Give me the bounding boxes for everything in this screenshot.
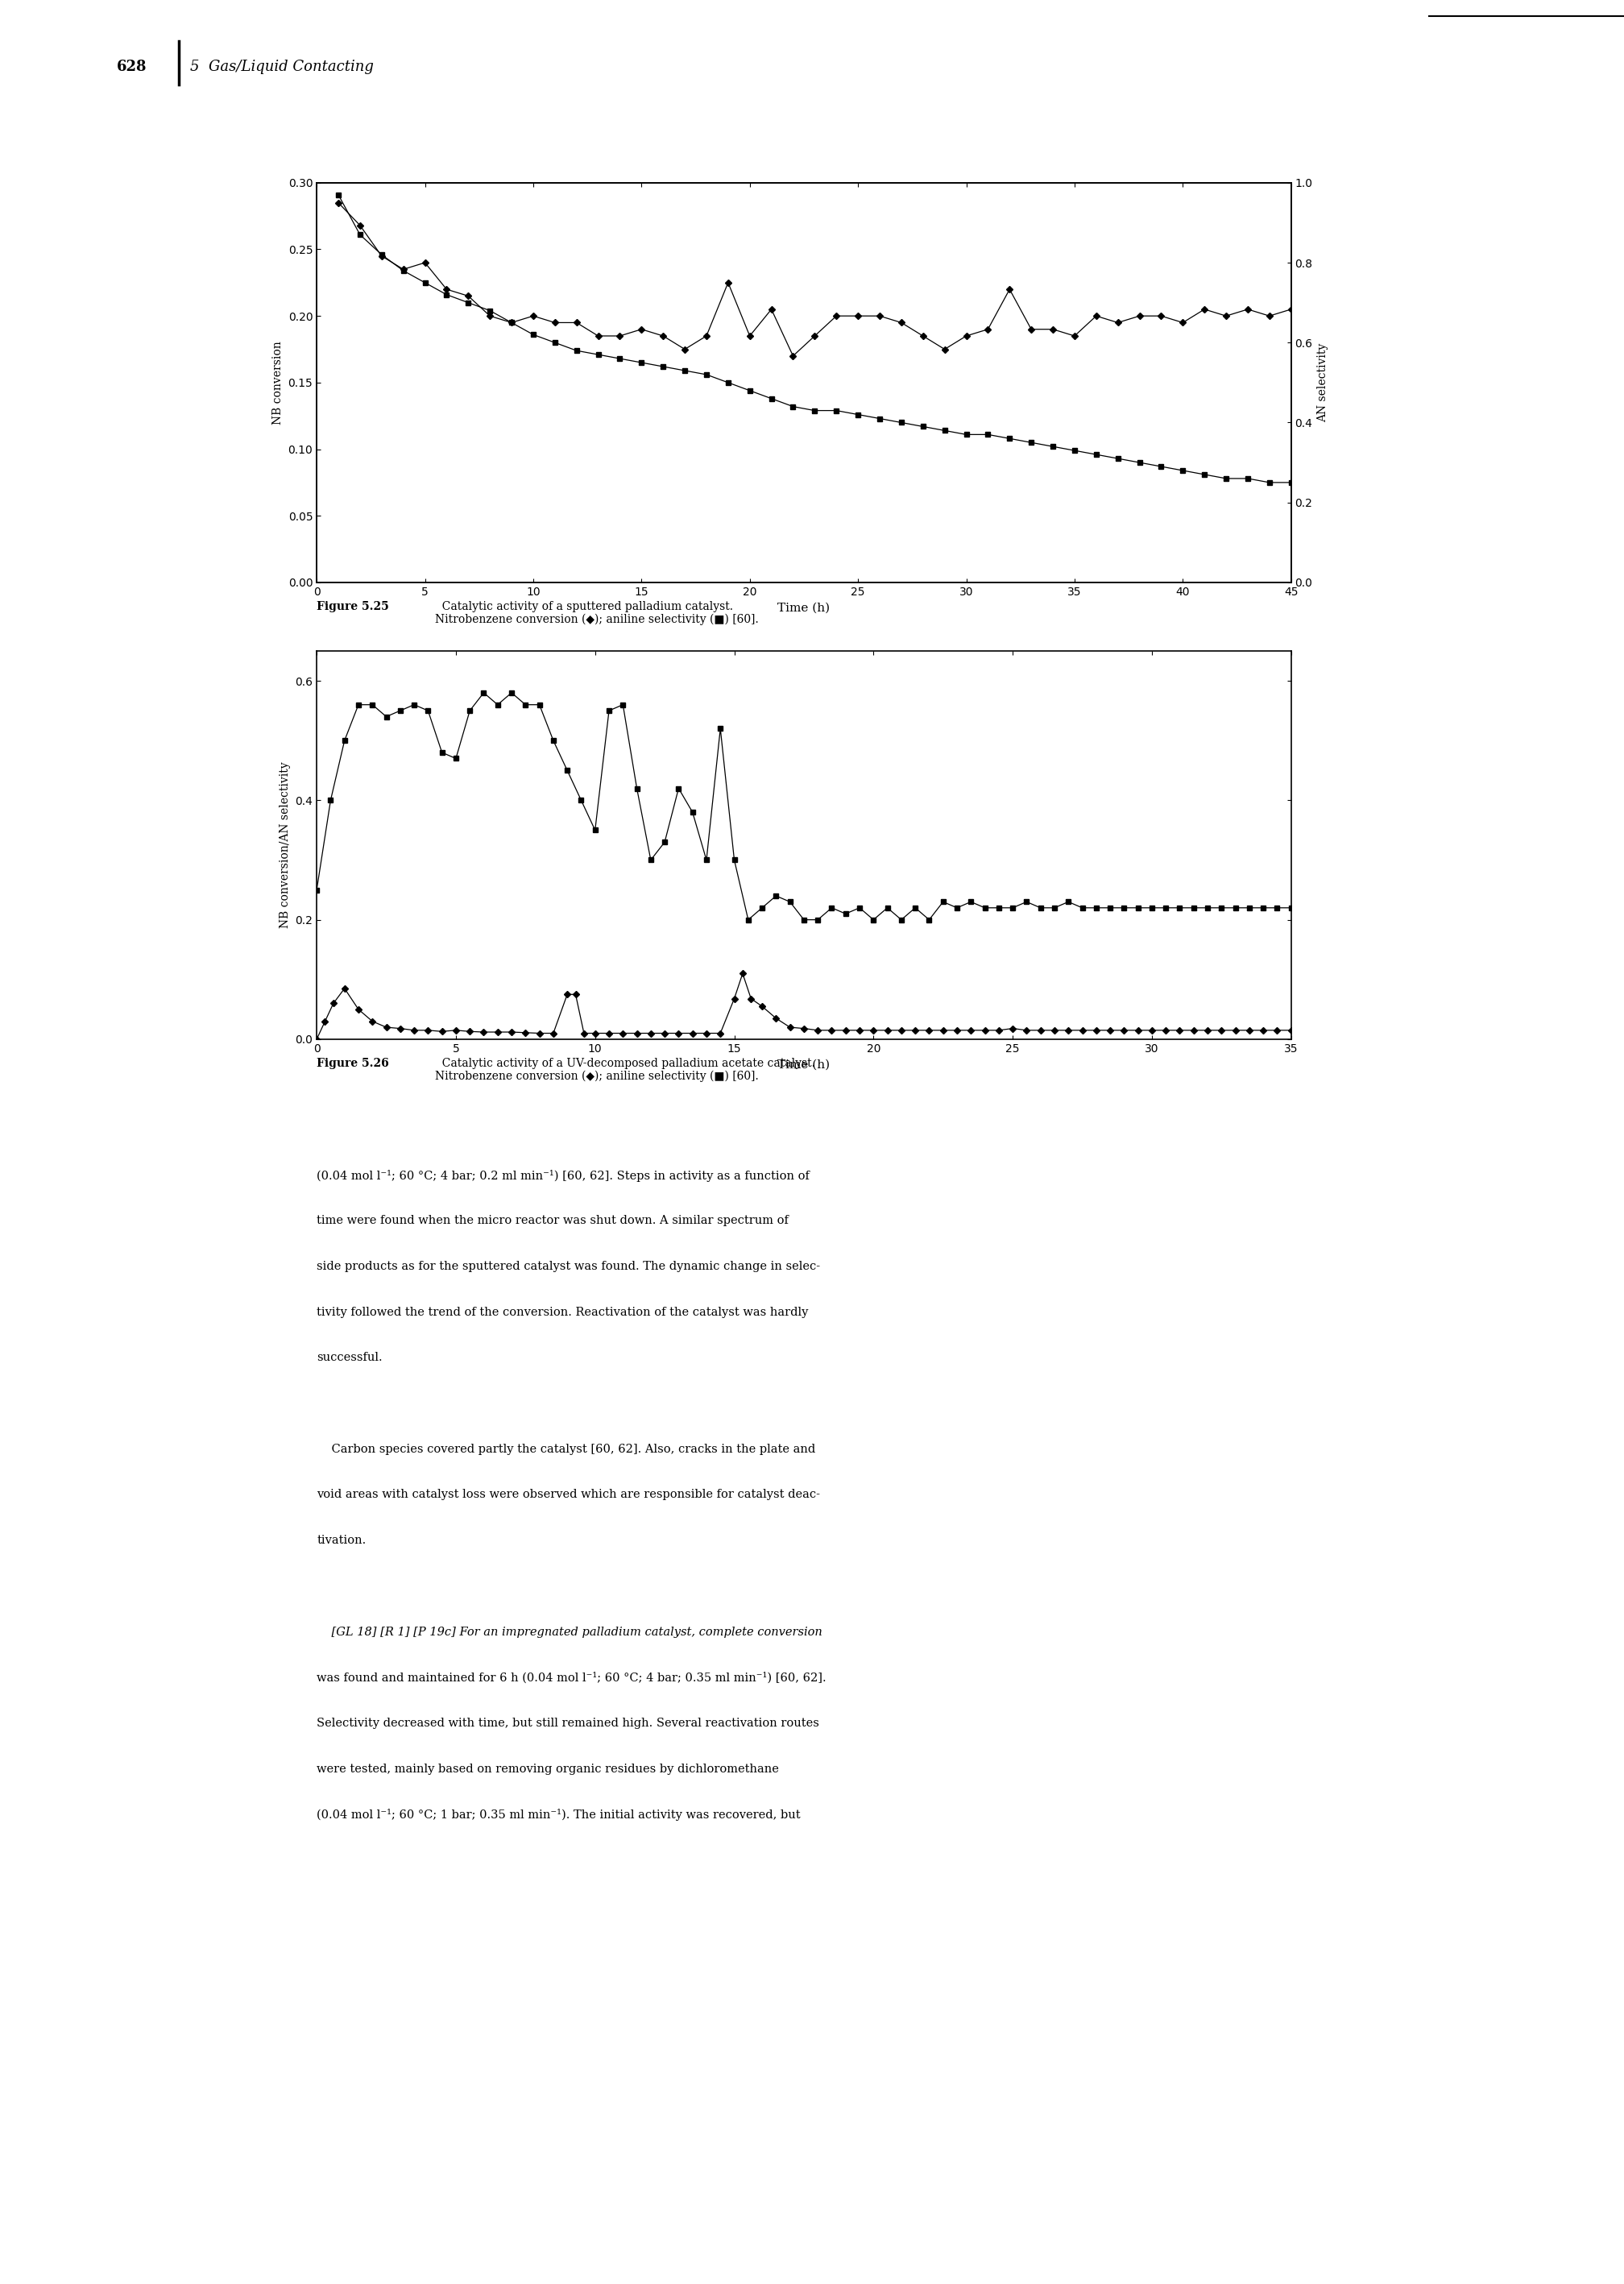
Y-axis label: NB conversion/AN selectivity: NB conversion/AN selectivity	[279, 763, 291, 927]
Text: Catalytic activity of a UV-decomposed palladium acetate catalyst.
Nitrobenzene c: Catalytic activity of a UV-decomposed pa…	[435, 1057, 815, 1083]
Text: Catalytic activity of a sputtered palladium catalyst.
Nitrobenzene conversion (◆: Catalytic activity of a sputtered pallad…	[435, 601, 758, 626]
Text: 628: 628	[117, 59, 148, 73]
Text: [GL 18] [R 1] [P 19c] For an impregnated palladium catalyst, complete conversion: [GL 18] [R 1] [P 19c] For an impregnated…	[317, 1626, 822, 1638]
Text: Figure 5.25: Figure 5.25	[317, 601, 390, 612]
Y-axis label: AN selectivity: AN selectivity	[1317, 343, 1328, 423]
Text: Carbon species covered partly the catalyst [60, 62]. Also, cracks in the plate a: Carbon species covered partly the cataly…	[317, 1443, 815, 1455]
Text: were tested, mainly based on removing organic residues by dichloromethane: were tested, mainly based on removing or…	[317, 1763, 780, 1775]
Text: time were found when the micro reactor was shut down. A similar spectrum of: time were found when the micro reactor w…	[317, 1215, 789, 1227]
X-axis label: Time (h): Time (h)	[778, 603, 830, 614]
Text: successful.: successful.	[317, 1352, 382, 1364]
Text: tivation.: tivation.	[317, 1535, 365, 1546]
Text: void areas with catalyst loss were observed which are responsible for catalyst d: void areas with catalyst loss were obser…	[317, 1489, 820, 1501]
Text: (0.04 mol l⁻¹; 60 °C; 4 bar; 0.2 ml min⁻¹) [60, 62]. Steps in activity as a func: (0.04 mol l⁻¹; 60 °C; 4 bar; 0.2 ml min⁻…	[317, 1169, 810, 1181]
Text: 5  Gas/Liquid Contacting: 5 Gas/Liquid Contacting	[190, 59, 374, 73]
Text: Selectivity decreased with time, but still remained high. Several reactivation r: Selectivity decreased with time, but sti…	[317, 1718, 818, 1729]
Text: Figure 5.26: Figure 5.26	[317, 1057, 390, 1069]
Text: was found and maintained for 6 h (0.04 mol l⁻¹; 60 °C; 4 bar; 0.35 ml min⁻¹) [60: was found and maintained for 6 h (0.04 m…	[317, 1672, 827, 1683]
X-axis label: Time (h): Time (h)	[778, 1060, 830, 1071]
Y-axis label: NB conversion: NB conversion	[273, 340, 284, 425]
Text: (0.04 mol l⁻¹; 60 °C; 1 bar; 0.35 ml min⁻¹). The initial activity was recovered,: (0.04 mol l⁻¹; 60 °C; 1 bar; 0.35 ml min…	[317, 1809, 801, 1820]
Text: side products as for the sputtered catalyst was found. The dynamic change in sel: side products as for the sputtered catal…	[317, 1261, 820, 1272]
Text: tivity followed the trend of the conversion. Reactivation of the catalyst was ha: tivity followed the trend of the convers…	[317, 1306, 809, 1318]
